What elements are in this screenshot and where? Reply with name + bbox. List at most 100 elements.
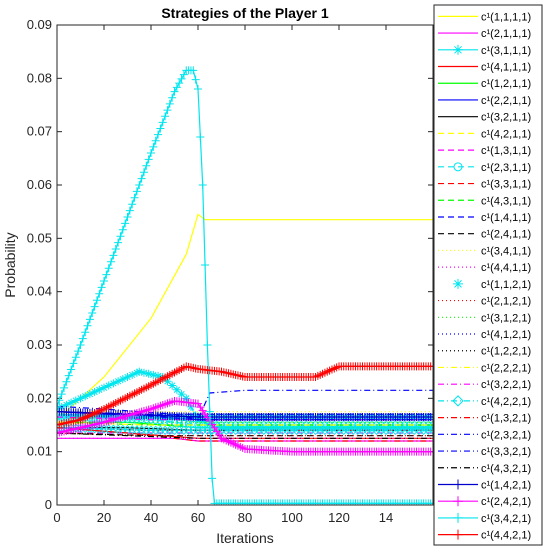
data-point-marker	[168, 93, 177, 102]
data-point-marker	[85, 390, 94, 399]
data-point-marker	[196, 133, 205, 141]
data-point-marker	[57, 396, 64, 405]
series-2	[57, 437, 433, 442]
legend-label: c¹(2,2,2,1)	[481, 362, 531, 374]
y-tick-label: 0.07	[27, 124, 52, 139]
legend-item: c¹(3,1,1,1)	[438, 45, 531, 57]
data-point-marker	[177, 74, 186, 83]
data-point-marker	[135, 181, 144, 189]
legend-item: c¹(1,1,2,1)	[453, 278, 531, 291]
y-tick-label: 0.06	[27, 177, 52, 192]
data-point-marker	[165, 99, 174, 108]
series-line	[57, 437, 433, 442]
y-axis-label: Probability	[2, 232, 18, 297]
data-point-marker	[57, 390, 66, 399]
legend-item: c¹(2,3,2,1)	[438, 429, 531, 441]
data-point-marker	[104, 264, 113, 273]
legend-item: c¹(4,1,2,1)	[438, 329, 531, 341]
legend-label: c¹(3,4,2,1)	[481, 513, 531, 525]
data-point-marker	[118, 375, 127, 384]
data-point-marker	[428, 425, 433, 436]
data-point-marker	[161, 112, 170, 121]
legend-label: c¹(1,2,2,1)	[481, 346, 531, 358]
data-point-marker	[147, 149, 155, 157]
legend-item: c¹(1,2,2,1)	[438, 346, 531, 358]
legend-label: c¹(2,2,1,1)	[481, 95, 531, 107]
legend-item: c¹(2,1,1,1)	[438, 28, 531, 40]
legend-item: c¹(4,3,1,1)	[438, 195, 531, 207]
series-26	[57, 389, 433, 421]
legend-label: c¹(1,3,1,1)	[481, 145, 531, 157]
y-tick-label: 0.09	[27, 17, 52, 32]
x-tick-label: 40	[144, 510, 158, 525]
legend-item: c¹(2,2,2,1)	[438, 362, 531, 374]
legend-label: c¹(3,3,2,1)	[481, 446, 531, 458]
y-tick-label: 0.05	[27, 230, 52, 245]
data-point-marker	[163, 377, 172, 386]
legend-label: c¹(4,3,2,1)	[481, 463, 531, 475]
legend-item: c¹(3,4,2,1)	[438, 513, 531, 525]
legend-label: c¹(4,4,1,1)	[481, 262, 531, 274]
data-point-marker	[172, 83, 181, 92]
data-point-marker	[163, 106, 172, 115]
data-point-marker	[71, 396, 80, 405]
data-point-marker	[198, 417, 207, 426]
data-point-marker	[429, 413, 433, 421]
series-31	[57, 66, 433, 505]
legend-item: c¹(3,3,2,1)	[438, 446, 531, 458]
plot-frame	[56, 24, 434, 506]
legend-item: c¹(4,2,2,1)	[438, 395, 531, 408]
data-point-marker	[102, 270, 111, 279]
data-point-marker	[83, 321, 92, 330]
legend-label: c¹(2,3,1,1)	[481, 162, 531, 174]
data-point-marker	[154, 371, 163, 380]
data-point-marker	[142, 161, 151, 170]
legend-label: c¹(4,3,1,1)	[481, 195, 531, 207]
data-point-marker	[453, 529, 463, 540]
x-tick-label: 0	[53, 510, 60, 525]
series-line	[57, 389, 433, 421]
data-point-marker	[104, 381, 113, 390]
legend-item: c¹(3,2,1,1)	[438, 112, 531, 124]
data-point-marker	[67, 365, 76, 374]
data-point-marker	[132, 368, 141, 377]
y-tick-label: 0.08	[27, 70, 52, 85]
series-layer	[57, 66, 433, 505]
x-tick-label: 20	[97, 510, 111, 525]
data-point-marker	[116, 232, 125, 241]
legend-label: c¹(4,1,2,1)	[481, 329, 531, 341]
data-point-marker	[189, 66, 198, 75]
legend-label: c¹(4,2,1,1)	[481, 128, 531, 140]
x-tick-label: 14	[379, 510, 393, 525]
data-point-marker	[208, 474, 217, 483]
x-axis-label: Iterations	[216, 530, 274, 546]
data-point-marker	[156, 124, 165, 133]
data-point-marker	[95, 385, 104, 394]
legend-label: c¹(3,1,1,1)	[481, 45, 531, 57]
legend-item: c¹(1,1,1,1)	[438, 11, 531, 23]
legend-item: c¹(4,4,1,1)	[438, 262, 531, 274]
legend: c¹(1,1,1,1) c¹(2,1,1,1) c¹(3,1,1,1) c¹(4,1,…	[433, 4, 543, 546]
legend-item: c¹(2,4,1,1)	[438, 229, 531, 241]
data-point-marker	[175, 79, 184, 88]
data-point-marker	[452, 395, 464, 407]
legend-label: c¹(4,1,1,1)	[481, 62, 531, 74]
data-point-marker	[139, 368, 148, 377]
data-point-marker	[90, 302, 99, 311]
legend-item: c¹(3,2,2,1)	[438, 379, 531, 391]
data-point-marker	[67, 398, 76, 407]
legend-label: c¹(1,2,1,1)	[481, 78, 531, 90]
legend-label: c¹(1,1,1,1)	[481, 11, 531, 23]
legend-item: c¹(2,2,1,1)	[438, 95, 531, 107]
data-point-marker	[78, 334, 87, 343]
data-point-marker	[429, 362, 433, 371]
data-point-marker	[158, 118, 167, 127]
data-point-marker	[109, 251, 118, 260]
data-point-marker	[149, 370, 158, 379]
data-point-marker	[429, 447, 433, 456]
data-point-marker	[118, 225, 127, 234]
legend-label: c¹(2,3,2,1)	[481, 429, 531, 441]
legend-label: c¹(3,3,1,1)	[481, 179, 531, 191]
data-point-marker	[194, 85, 202, 93]
